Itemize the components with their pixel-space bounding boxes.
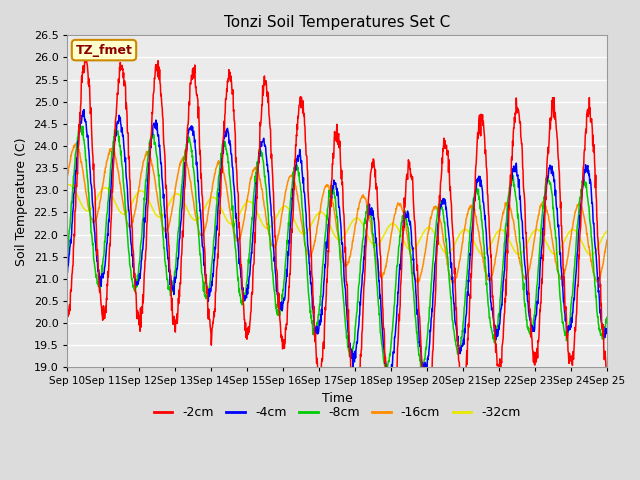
Y-axis label: Soil Temperature (C): Soil Temperature (C) — [15, 137, 28, 265]
Legend: -2cm, -4cm, -8cm, -16cm, -32cm: -2cm, -4cm, -8cm, -16cm, -32cm — [148, 401, 526, 424]
Text: TZ_fmet: TZ_fmet — [76, 44, 132, 57]
Title: Tonzi Soil Temperatures Set C: Tonzi Soil Temperatures Set C — [224, 15, 451, 30]
X-axis label: Time: Time — [322, 392, 353, 405]
